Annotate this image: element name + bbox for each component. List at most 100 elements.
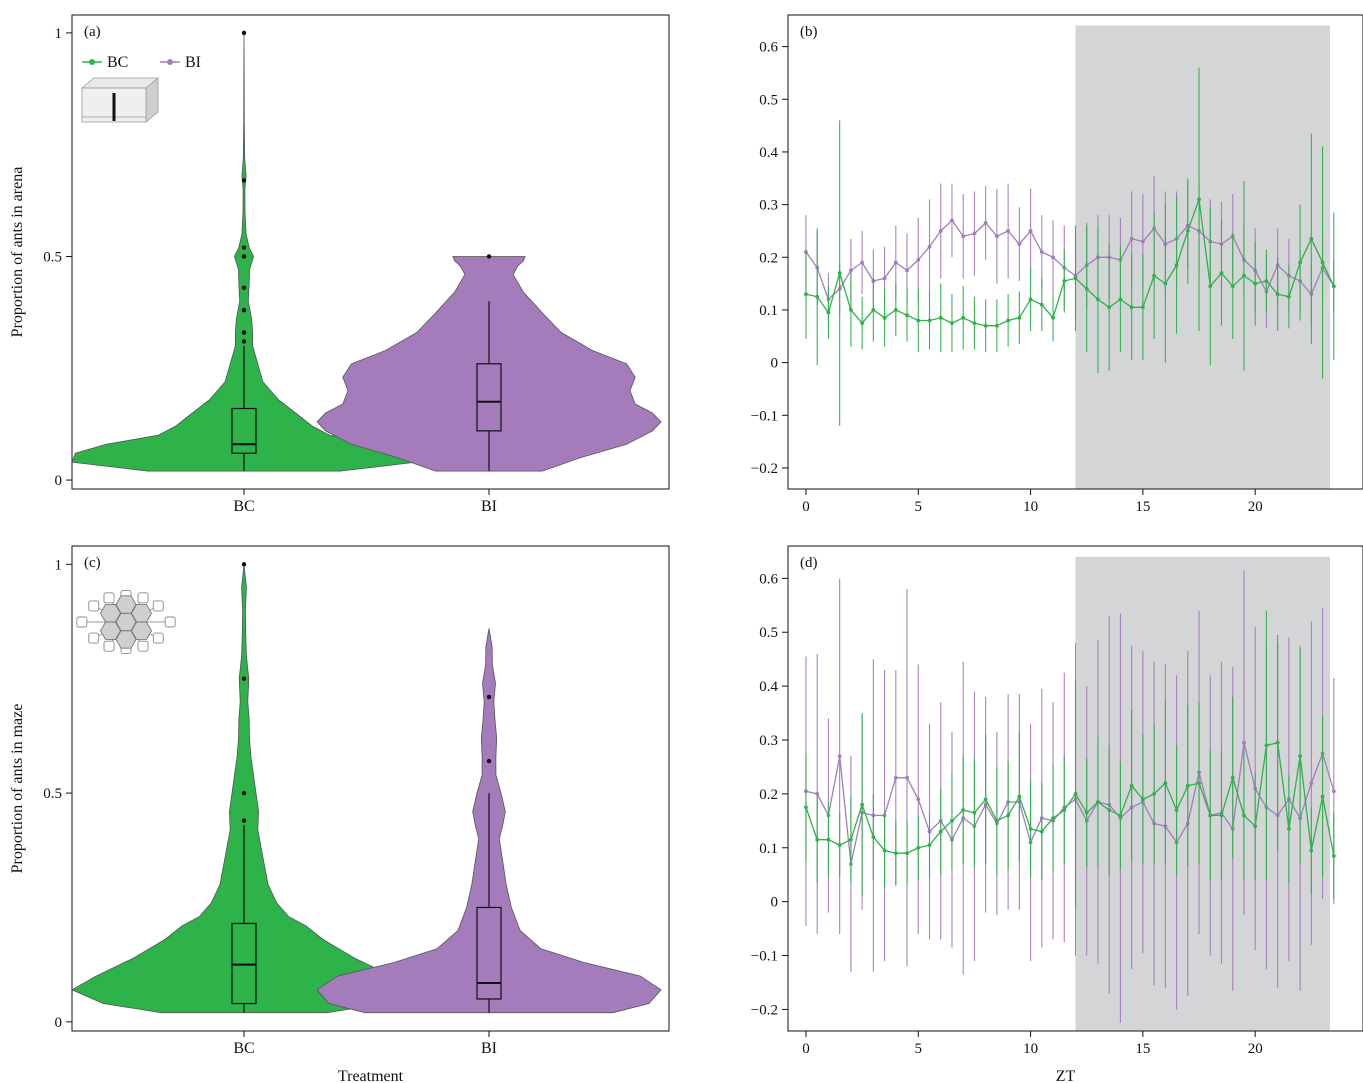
data-point (1185, 229, 1190, 233)
data-point (1174, 808, 1179, 812)
y-tick-label: 0 (55, 1015, 63, 1031)
y-tick-label: 0.5 (43, 786, 62, 802)
data-point (1163, 281, 1168, 286)
maze-hex-cell (130, 604, 153, 623)
maze-chamber (103, 640, 115, 652)
data-point (882, 315, 887, 320)
plot-frame (71, 14, 670, 490)
data-point (1096, 297, 1100, 302)
data-point (1264, 279, 1269, 283)
data-point (1275, 292, 1280, 297)
outlier-point (241, 285, 247, 290)
data-point (972, 321, 977, 325)
series-line (805, 741, 1335, 857)
data-point (826, 310, 831, 315)
data-point (1062, 808, 1067, 812)
data-point (1140, 797, 1145, 802)
data-point (1084, 810, 1089, 815)
data-point (848, 268, 853, 273)
series-line (805, 199, 1335, 327)
data-point (1219, 813, 1224, 818)
violin-bc (71, 32, 417, 472)
y-tick-label: 0.1 (759, 303, 778, 319)
panel-a-violin-arena: (a) 0 0.5 1 BC BI Proportion of ants in arena B… (9, 14, 670, 515)
data-point (1107, 305, 1112, 310)
data-point (950, 818, 954, 823)
y-tick-label: 1 (55, 26, 63, 42)
data-point (927, 843, 932, 847)
data-point (1028, 827, 1033, 831)
data-point (1208, 284, 1213, 289)
y-tick-label: 0 (771, 356, 779, 372)
data-point (893, 260, 898, 265)
data-point (938, 829, 943, 834)
data-point (972, 231, 977, 236)
x-tick-label: 15 (1135, 1041, 1150, 1057)
data-point (1028, 297, 1033, 302)
data-point (882, 848, 887, 853)
data-point (882, 276, 887, 281)
data-point (1118, 297, 1123, 302)
x-axis-label: Treatment (338, 1068, 404, 1083)
x-tick-label: 5 (915, 1041, 923, 1057)
data-point (916, 318, 921, 323)
violin-bc (71, 564, 417, 1014)
series-line (805, 219, 1335, 301)
data-point (1309, 848, 1314, 853)
data-point (860, 802, 865, 807)
y-tick-label: 0.4 (759, 679, 778, 695)
plot-frame (71, 545, 670, 1032)
data-point (1107, 808, 1112, 812)
data-point (893, 851, 898, 856)
data-point (848, 308, 853, 312)
data-point (905, 851, 909, 856)
data-point (961, 808, 966, 812)
data-point (1028, 229, 1033, 233)
x-tick-label: 0 (802, 499, 810, 515)
panel-label: (d) (800, 555, 818, 571)
data-point (1242, 813, 1246, 818)
data-point (1096, 800, 1100, 804)
data-point (1286, 827, 1291, 831)
data-point (961, 234, 966, 239)
y-tick-label: 0 (771, 895, 779, 911)
data-point (1264, 743, 1269, 748)
legend-label-bi: BI (185, 54, 201, 71)
outlier-point (486, 254, 492, 259)
y-tick-label: 0.2 (759, 250, 778, 266)
series-bc (804, 610, 1336, 908)
data-point (1017, 794, 1022, 799)
data-point (860, 260, 865, 265)
data-point (1152, 791, 1157, 796)
x-tick-label: 10 (1023, 1041, 1038, 1057)
data-point (994, 323, 999, 328)
data-point (905, 775, 909, 780)
outlier-point (241, 562, 247, 567)
series-bc (804, 67, 1336, 426)
data-point (1062, 279, 1067, 283)
maze-chamber (76, 616, 88, 628)
maze-chamber (164, 616, 176, 628)
x-tick-label: 20 (1248, 499, 1263, 515)
outlier-point (241, 676, 247, 681)
data-point (1242, 273, 1246, 278)
data-point (1039, 302, 1044, 307)
legend-marker-bc (89, 59, 95, 65)
y-tick-label: 0.3 (759, 733, 778, 749)
data-point (804, 292, 808, 297)
outlier-point (486, 758, 492, 764)
data-point (938, 229, 943, 233)
data-point (1174, 263, 1179, 268)
y-tick-label: 0.5 (43, 249, 62, 265)
hexagon-maze-icon (76, 590, 176, 654)
legend-item-bi: BI (160, 54, 201, 71)
data-point (927, 244, 932, 249)
data-point (871, 308, 876, 312)
dark-period-shading (1075, 25, 1330, 490)
y-tick-label: 0.6 (759, 571, 778, 587)
outlier-point (241, 330, 247, 335)
data-point (1017, 315, 1022, 320)
data-point (1051, 255, 1055, 260)
data-point (1152, 273, 1157, 278)
data-point (1129, 305, 1134, 310)
